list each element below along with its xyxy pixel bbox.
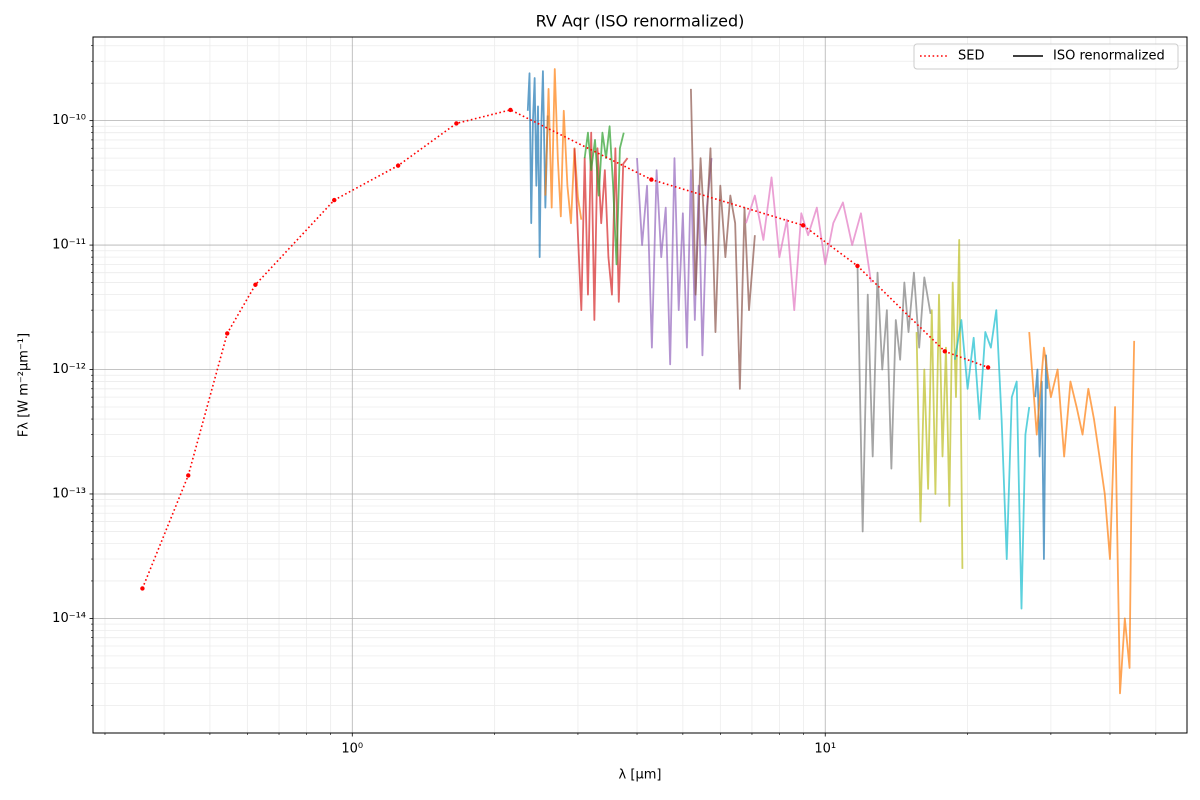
iso-spectrum: [690, 88, 756, 390]
legend-label: ISO renormalized: [1053, 49, 1165, 64]
sed-point: [508, 107, 513, 113]
sed-point: [332, 197, 337, 203]
y-tick-label: 10⁻¹¹: [52, 238, 86, 253]
ticks: 10⁰ 10¹ 10⁻¹⁴ 10⁻¹³ 10⁻¹² 10⁻¹¹ 10⁻¹⁰: [52, 45, 1157, 757]
axes-frame: [92, 36, 1188, 734]
x-tick-label: 10¹: [814, 742, 836, 757]
sed-point: [800, 223, 806, 228]
x-axis-label: λ [μm]: [619, 768, 662, 783]
y-tick-label: 10⁻¹³: [52, 486, 86, 501]
sed-point: [186, 473, 191, 478]
sed-point: [253, 282, 258, 287]
sed-point: [140, 586, 145, 591]
y-tick-label: 10⁻¹²: [52, 362, 86, 377]
y-axis-label: Fλ [W m⁻²μm⁻¹]: [17, 333, 32, 437]
sed-point: [225, 331, 230, 336]
sed-point: [395, 163, 401, 168]
plot-area: [140, 68, 1136, 695]
y-tick-label: 10⁻¹⁴: [52, 611, 86, 626]
legend-label: SED: [958, 49, 984, 64]
iso-spectrum: [526, 70, 549, 259]
iso-spectrum: [1028, 331, 1136, 695]
sed-point: [942, 349, 948, 354]
grid: [93, 37, 1187, 733]
y-tick-label: 10⁻¹⁰: [52, 113, 86, 128]
sed-point: [985, 365, 991, 370]
iso-spectrum: [583, 125, 625, 266]
sed-point: [454, 121, 459, 126]
legend: SED ISO renormalized: [913, 43, 1179, 70]
iso-spectrum: [954, 309, 1031, 610]
chart-title: RV Aqr (ISO renormalized): [536, 12, 745, 31]
sed-point: [649, 177, 654, 182]
x-tick-label: 10⁰: [341, 742, 363, 757]
legend-box: [913, 43, 1179, 70]
iso-spectrum: [856, 264, 932, 533]
iso-spectrum: [915, 239, 964, 569]
sed-point: [855, 263, 860, 269]
